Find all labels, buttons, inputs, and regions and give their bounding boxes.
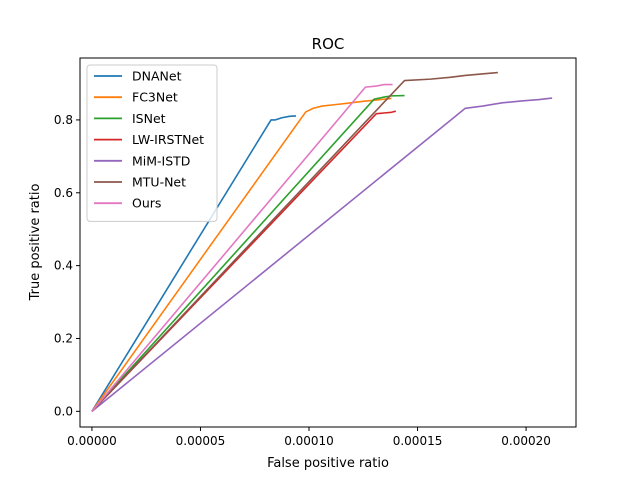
legend-label: Ours (132, 196, 161, 211)
chart-title: ROC (312, 35, 345, 53)
y-tick-label: 0.4 (54, 259, 73, 273)
x-axis-ticks: 0.00000 0.00005 0.00010 0.00015 0.00020 (67, 427, 551, 448)
series-line-fc3net (91, 97, 392, 412)
legend: DNANet FC3Net ISNet LW-IRSTNet MiM-ISTD MTU-N… (86, 64, 218, 222)
y-axis-label: True positive ratio (28, 184, 43, 302)
x-tick-label: 0.00005 (176, 434, 226, 448)
y-axis-ticks: 0.0 0.2 0.4 0.6 0.8 (54, 113, 80, 418)
legend-label: DNANet (132, 69, 182, 84)
series-line-dnanet (91, 115, 297, 412)
legend-label: FC3Net (132, 90, 178, 105)
legend-label: ISNet (132, 111, 166, 126)
plot-lines (91, 71, 553, 412)
series-line-ours (91, 83, 393, 412)
legend-label: LW-IRSTNet (132, 132, 204, 147)
series-line-isnet (91, 94, 405, 412)
x-axis-label: False positive ratio (267, 456, 389, 471)
x-tick-label: 0.00020 (501, 434, 551, 448)
x-tick-label: 0.00000 (67, 434, 117, 448)
plot-frame (79, 57, 577, 428)
series-line-mim-istd (91, 97, 553, 412)
y-tick-label: 0.8 (54, 113, 73, 127)
legend-label: MiM-ISTD (132, 153, 190, 168)
y-tick-label: 0.0 (54, 404, 73, 418)
y-tick-label: 0.2 (54, 331, 73, 345)
x-tick-label: 0.00015 (393, 434, 443, 448)
y-tick-label: 0.6 (54, 186, 73, 200)
series-line-lw-irstnet (91, 110, 397, 412)
legend-label: MTU-Net (132, 175, 186, 190)
x-tick-label: 0.00010 (284, 434, 334, 448)
series-line-mtu-net (91, 71, 498, 412)
